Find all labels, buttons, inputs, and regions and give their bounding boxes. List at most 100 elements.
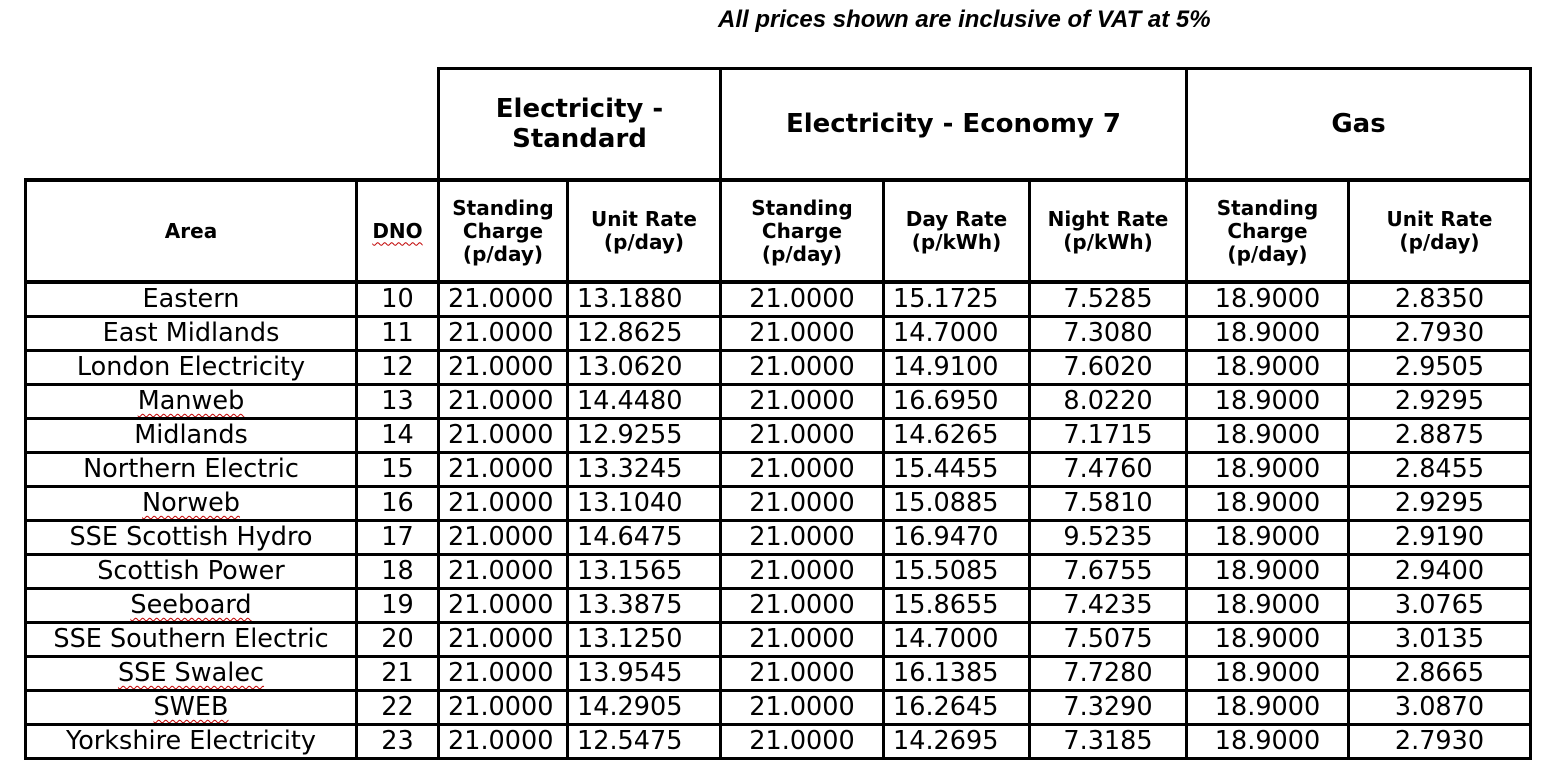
area-name: SWEB [153, 692, 229, 722]
e7-day-cell: 16.1385 [882, 655, 1031, 692]
std-unit-cell: 13.9545 [566, 655, 722, 692]
area-cell: SSE Scottish Hydro [24, 519, 358, 556]
gas-unit-cell: 2.8875 [1347, 417, 1532, 454]
area-name: Seeboard [130, 590, 252, 620]
e7-standing-cell: 21.0000 [719, 485, 885, 522]
e7-night-cell: 7.4760 [1028, 451, 1188, 488]
table-row: Yorkshire Electricity 23 21.0000 12.5475 21.… [24, 723, 1532, 760]
std-standing-cell: 21.0000 [437, 383, 569, 420]
gas-standing-cell: 18.9000 [1185, 451, 1350, 488]
area-name: Norweb [142, 488, 240, 518]
e7-standing-cell: 21.0000 [719, 723, 885, 760]
table-row: Seeboard 19 21.0000 13.3875 21.0000 15.8655 7.… [24, 587, 1532, 624]
e7-standing-cell: 21.0000 [719, 519, 885, 556]
std-standing-cell: 21.0000 [437, 553, 569, 590]
gas-standing-cell: 18.9000 [1185, 553, 1350, 590]
e7-day-cell: 14.9100 [882, 349, 1031, 386]
group-electricity-economy7: Electricity - Economy 7 [719, 67, 1188, 182]
e7-night-cell: 7.3185 [1028, 723, 1188, 760]
gas-unit-cell: 2.9295 [1347, 485, 1532, 522]
table-row: SWEB 22 21.0000 14.2905 21.0000 16.2645 7.3290… [24, 689, 1532, 726]
e7-night-cell: 7.4235 [1028, 587, 1188, 624]
e7-standing-cell: 21.0000 [719, 689, 885, 726]
tariff-table: Electricity - Standard Electricity - Eco… [24, 67, 1532, 760]
e7-standing-cell: 21.0000 [719, 553, 885, 590]
e7-night-cell: 7.6755 [1028, 553, 1188, 590]
e7-day-cell: 16.6950 [882, 383, 1031, 420]
e7-day-cell: 15.8655 [882, 587, 1031, 624]
std-standing-cell: 21.0000 [437, 723, 569, 760]
e7-night-cell: 7.3290 [1028, 689, 1188, 726]
std-standing-cell: 21.0000 [437, 587, 569, 624]
dno-cell: 20 [355, 621, 440, 658]
e7-day-cell: 16.9470 [882, 519, 1031, 556]
gas-standing-cell: 18.9000 [1185, 655, 1350, 692]
area-name: SSE Swalec [117, 658, 265, 688]
table-row: Manweb 13 21.0000 14.4480 21.0000 16.6950 8.02… [24, 383, 1532, 420]
gas-standing-cell: 18.9000 [1185, 383, 1350, 420]
dno-cell: 21 [355, 655, 440, 692]
e7-standing-cell: 21.0000 [719, 621, 885, 658]
gas-unit-cell: 2.8455 [1347, 451, 1532, 488]
e7-day-cell: 15.0885 [882, 485, 1031, 522]
column-header-row: Area DNO Standing Charge (p/day) Unit Ra… [24, 178, 1532, 284]
std-unit-cell: 13.1880 [566, 280, 722, 318]
table-row: London Electricity 12 21.0000 13.0620 21.000… [24, 349, 1532, 386]
e7-standing-cell: 21.0000 [719, 417, 885, 454]
std-unit-cell: 14.4480 [566, 383, 722, 420]
std-standing-cell: 21.0000 [437, 349, 569, 386]
area-cell: London Electricity [24, 349, 358, 386]
col-header-area: Area [24, 178, 358, 284]
dno-cell: 14 [355, 417, 440, 454]
area-cell: East Midlands [24, 315, 358, 352]
gas-standing-cell: 18.9000 [1185, 723, 1350, 760]
gas-unit-cell: 2.9295 [1347, 383, 1532, 420]
e7-night-cell: 7.6020 [1028, 349, 1188, 386]
group-header-row: Electricity - Standard Electricity - Eco… [25, 67, 1532, 182]
e7-standing-cell: 21.0000 [719, 655, 885, 692]
e7-night-cell: 8.0220 [1028, 383, 1188, 420]
e7-night-cell: 9.5235 [1028, 519, 1188, 556]
dno-cell: 12 [355, 349, 440, 386]
col-header-dno: DNO [355, 178, 440, 284]
vat-note: All prices shown are inclusive of VAT at… [718, 6, 1211, 33]
gas-standing-cell: 18.9000 [1185, 621, 1350, 658]
dno-cell: 15 [355, 451, 440, 488]
e7-standing-cell: 21.0000 [719, 383, 885, 420]
gas-unit-cell: 2.7930 [1347, 315, 1532, 352]
area-cell: Manweb [24, 383, 358, 420]
dno-cell: 18 [355, 553, 440, 590]
std-unit-cell: 13.1250 [566, 621, 722, 658]
e7-day-cell: 15.1725 [882, 280, 1031, 318]
gas-standing-cell: 18.9000 [1185, 519, 1350, 556]
std-standing-cell: 21.0000 [437, 655, 569, 692]
gas-standing-cell: 18.9000 [1185, 315, 1350, 352]
e7-night-cell: 7.5285 [1028, 280, 1188, 318]
col-header-e7-standing: Standing Charge (p/day) [719, 178, 885, 284]
dno-cell: 19 [355, 587, 440, 624]
table-row: Northern Electric 15 21.0000 13.3245 21.0000… [24, 451, 1532, 488]
area-cell: Northern Electric [24, 451, 358, 488]
col-header-e7-day: Day Rate (p/kWh) [882, 178, 1031, 284]
gas-unit-cell: 2.9400 [1347, 553, 1532, 590]
table-row: East Midlands 11 21.0000 12.8625 21.0000 14.7… [24, 315, 1532, 352]
area-cell: Norweb [24, 485, 358, 522]
std-unit-cell: 13.3875 [566, 587, 722, 624]
col-header-dno-text: DNO [372, 218, 423, 243]
gas-standing-cell: 18.9000 [1185, 689, 1350, 726]
e7-day-cell: 14.7000 [882, 621, 1031, 658]
table-row: SSE Scottish Hydro 17 21.0000 14.6475 21.000… [24, 519, 1532, 556]
e7-standing-cell: 21.0000 [719, 315, 885, 352]
col-header-gas-unit: Unit Rate (p/day) [1347, 178, 1532, 284]
group-electricity-standard: Electricity - Standard [437, 67, 722, 182]
std-unit-cell: 13.1040 [566, 485, 722, 522]
dno-cell: 17 [355, 519, 440, 556]
table-row: Eastern 10 21.0000 13.1880 21.0000 15.1725 7.5… [24, 280, 1532, 318]
std-unit-cell: 13.0620 [566, 349, 722, 386]
dno-cell: 10 [355, 280, 440, 318]
std-standing-cell: 21.0000 [437, 689, 569, 726]
area-cell: Seeboard [24, 587, 358, 624]
std-unit-cell: 12.5475 [566, 723, 722, 760]
std-standing-cell: 21.0000 [437, 315, 569, 352]
e7-night-cell: 7.5810 [1028, 485, 1188, 522]
